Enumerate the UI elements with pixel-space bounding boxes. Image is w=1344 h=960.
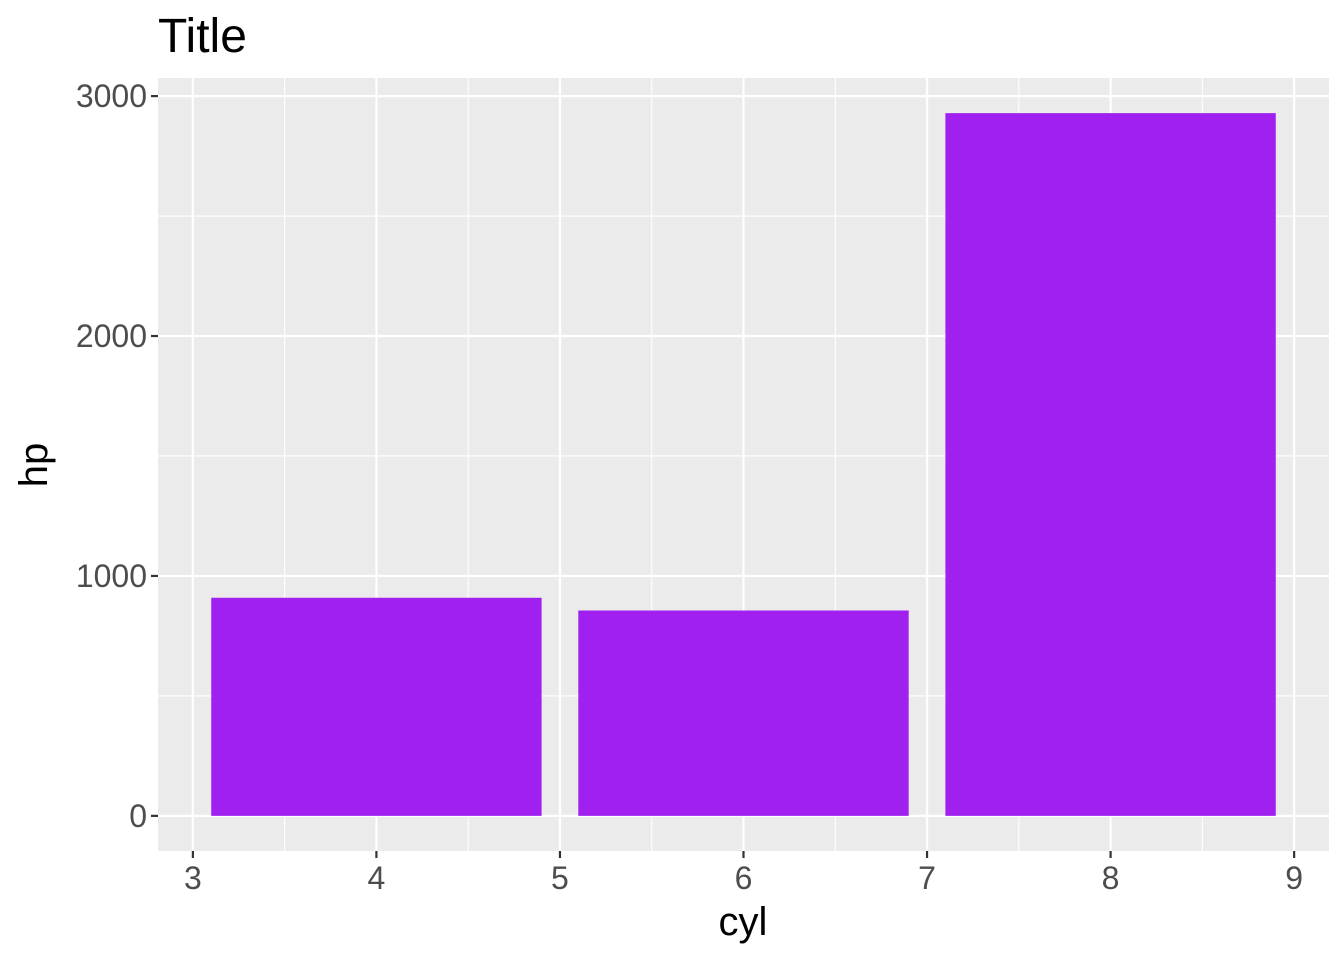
x-tick-label: 4 (368, 860, 386, 896)
bar-cyl-4 (211, 597, 542, 816)
x-tick-label: 6 (735, 860, 753, 896)
x-axis: 3 4 5 6 7 8 9 (184, 851, 1303, 896)
bar-cyl-6 (578, 610, 909, 816)
x-tick-label: 7 (918, 860, 936, 896)
y-tick-label: 0 (129, 798, 147, 834)
x-tick-label: 9 (1285, 860, 1303, 896)
y-tick-label: 2000 (76, 318, 147, 354)
y-tick-label: 3000 (76, 78, 147, 114)
bar-cyl-8 (945, 113, 1276, 816)
bars (211, 113, 1276, 816)
y-tick-label: 1000 (76, 558, 147, 594)
x-tick-label: 3 (184, 860, 202, 896)
y-axis-title: hp (12, 443, 56, 488)
chart-title: Title (158, 10, 247, 63)
x-axis-title: cyl (719, 900, 768, 944)
x-tick-label: 8 (1102, 860, 1120, 896)
y-axis: 0 1000 2000 3000 (76, 78, 158, 834)
x-tick-label: 5 (551, 860, 569, 896)
